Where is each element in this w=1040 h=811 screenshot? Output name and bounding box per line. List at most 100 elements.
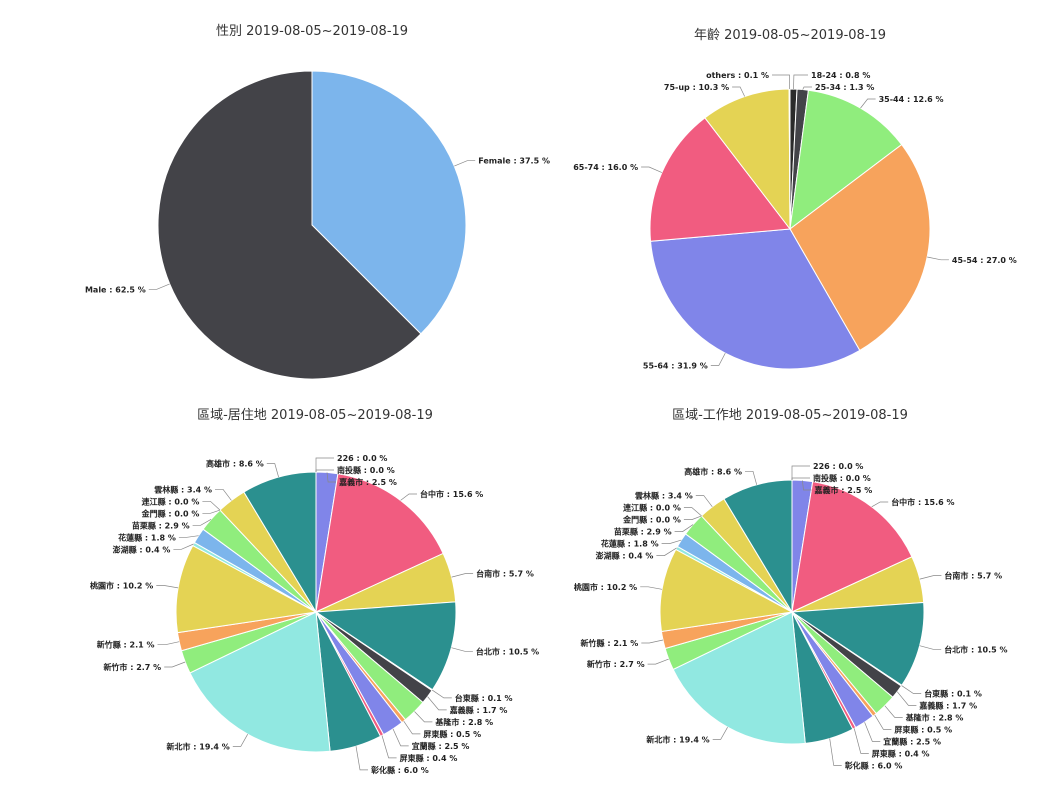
slice-label: 宜蘭縣 : 2.5 % [883, 736, 941, 746]
label-leader-line [772, 74, 790, 90]
slice-label: 嘉義市 : 2.5 % [814, 485, 873, 495]
label-leader-line [712, 727, 728, 740]
label-leader-line [641, 166, 663, 173]
label-leader-line [451, 647, 473, 652]
label-leader-line [454, 160, 476, 167]
slice-label: 18-24 : 0.8 % [811, 71, 870, 80]
pie-slice [157, 70, 422, 380]
label-leader-line [202, 500, 221, 511]
label-leader-line [919, 645, 942, 650]
chart-title: 區域-工作地 2019-08-05~2019-08-19 [672, 408, 908, 423]
slice-label: 新北市 : 19.4 % [646, 734, 709, 744]
label-leader-line [164, 661, 186, 668]
slice-label: 雲林縣 : 3.4 % [154, 484, 212, 494]
label-leader-line [266, 463, 279, 478]
label-leader-line [710, 352, 726, 366]
slice-label: 45-54 : 27.0 % [952, 256, 1017, 265]
residence-region-pie-svg: 226 : 0.0 % 南投縣 : 0.0 % 嘉義市 : 2.5 % 台中市 : 1… [90, 454, 539, 775]
pie-slice [311, 70, 467, 335]
label-leader-line [315, 469, 334, 472]
slice-label: 高雄市 : 8.6 % [684, 466, 742, 476]
label-leader-line [745, 470, 758, 485]
slice-label: 嘉義市 : 2.5 % [338, 477, 397, 487]
slice-label: 新北市 : 19.4 % [166, 741, 229, 751]
slice-label: 嘉義縣 : 1.7 % [918, 700, 977, 710]
label-leader-line [656, 547, 677, 556]
work-region-pie-chart: 區域-工作地 2019-08-05~2019-08-19 226 : 0.0 %… [520, 400, 1040, 811]
label-leader-line [451, 573, 474, 578]
slice-label: 台中市 : 15.6 % [891, 497, 954, 507]
label-leader-line [178, 535, 199, 538]
slice-label: 花蓮縣 : 1.8 % [118, 532, 176, 542]
slice-label: 花蓮縣 : 1.8 % [601, 539, 659, 549]
slice-label: 台南市 : 5.7 % [944, 571, 1002, 581]
label-leader-line [232, 734, 249, 747]
slice-label: 屏東縣 : 0.4 % [400, 753, 458, 763]
pie-slice [672, 611, 806, 745]
label-leader-line [853, 728, 869, 754]
pie-slice [704, 88, 791, 231]
label-leader-line [896, 691, 917, 706]
slice-label: 屏東縣 : 0.4 % [872, 748, 930, 758]
label-leader-line [829, 738, 842, 766]
label-leader-line [640, 586, 663, 590]
slice-label: 台北市 : 10.5 % [944, 644, 1007, 654]
label-leader-line [802, 86, 812, 90]
label-leader-line [860, 98, 876, 109]
slice-label: 嘉義縣 : 1.7 % [449, 705, 508, 715]
slice-label: 苗栗縣 : 2.9 % [614, 527, 672, 537]
chart-title: 區域-居住地 2019-08-05~2019-08-19 [197, 408, 433, 423]
label-leader-line [683, 515, 702, 520]
label-leader-line [864, 722, 881, 742]
slice-label: 彰化縣 : 6.0 % [371, 765, 429, 775]
slice-label: 澎湖縣 : 0.4 % [596, 551, 654, 561]
slice-label: 高雄市 : 8.6 % [206, 459, 264, 469]
label-leader-line [919, 575, 942, 580]
slice-label: 台東縣 : 0.1 % [455, 693, 513, 703]
slice-label: 桃園市 : 10.2 % [574, 582, 637, 592]
label-leader-line [173, 543, 194, 550]
pie-slice [723, 479, 793, 614]
slice-label: 台中市 : 15.6 % [420, 489, 483, 499]
slice-label: 彰化縣 : 6.0 % [845, 760, 903, 770]
slice-label: 226 : 0.0 % [813, 462, 863, 471]
slice-label: 新竹市 : 2.7 % [587, 659, 645, 669]
label-leader-line [202, 509, 221, 514]
label-leader-line [791, 465, 810, 480]
label-leader-line [315, 457, 334, 472]
slice-label: 新竹市 : 2.7 % [103, 662, 161, 672]
label-leader-line [661, 539, 682, 544]
pie-slice [314, 601, 457, 691]
slice-label: 基隆市 : 2.8 % [434, 717, 493, 727]
slice-label: 226 : 0.0 % [337, 454, 387, 463]
label-leader-line [674, 524, 694, 532]
residence-region-pie-chart: 區域-居住地 2019-08-05~2019-08-19 226 : 0.0 %… [0, 400, 560, 811]
label-leader-line [884, 705, 903, 718]
label-leader-line [901, 685, 922, 694]
slice-label: 金門縣 : 0.0 % [141, 508, 200, 518]
label-leader-line [148, 283, 170, 290]
slice-label: 新竹縣 : 2.1 % [581, 638, 639, 648]
slice-label: Female : 37.5 % [478, 157, 550, 166]
slice-label: 台南市 : 5.7 % [476, 569, 534, 579]
chart-title: 性別 2019-08-05~2019-08-19 [215, 24, 409, 39]
slice-label: 南投縣 : 0.0 % [813, 473, 871, 483]
slice-label: 屏東縣 : 0.5 % [894, 724, 952, 734]
label-leader-line [927, 256, 949, 261]
label-leader-line [192, 518, 212, 526]
label-leader-line [215, 488, 232, 501]
label-leader-line [647, 658, 669, 665]
slice-label: Male : 62.5 % [85, 285, 146, 294]
label-leader-line [403, 720, 421, 735]
age-pie-svg: 18-24 : 0.8 % 25-34 : 1.3 % 35-44 : 12.6 %… [573, 71, 1017, 371]
slice-label: 基隆市 : 2.8 % [905, 712, 964, 722]
label-leader-line [392, 728, 409, 747]
label-leader-line [381, 735, 397, 759]
slice-label: 連江縣 : 0.0 % [623, 503, 681, 513]
label-leader-line [802, 480, 812, 491]
label-leader-line [641, 639, 664, 644]
pie-slice [649, 117, 791, 242]
slice-label: 桃園市 : 10.2 % [90, 581, 153, 591]
slice-label: 台東縣 : 0.1 % [924, 688, 982, 698]
pie-slice [315, 473, 444, 613]
